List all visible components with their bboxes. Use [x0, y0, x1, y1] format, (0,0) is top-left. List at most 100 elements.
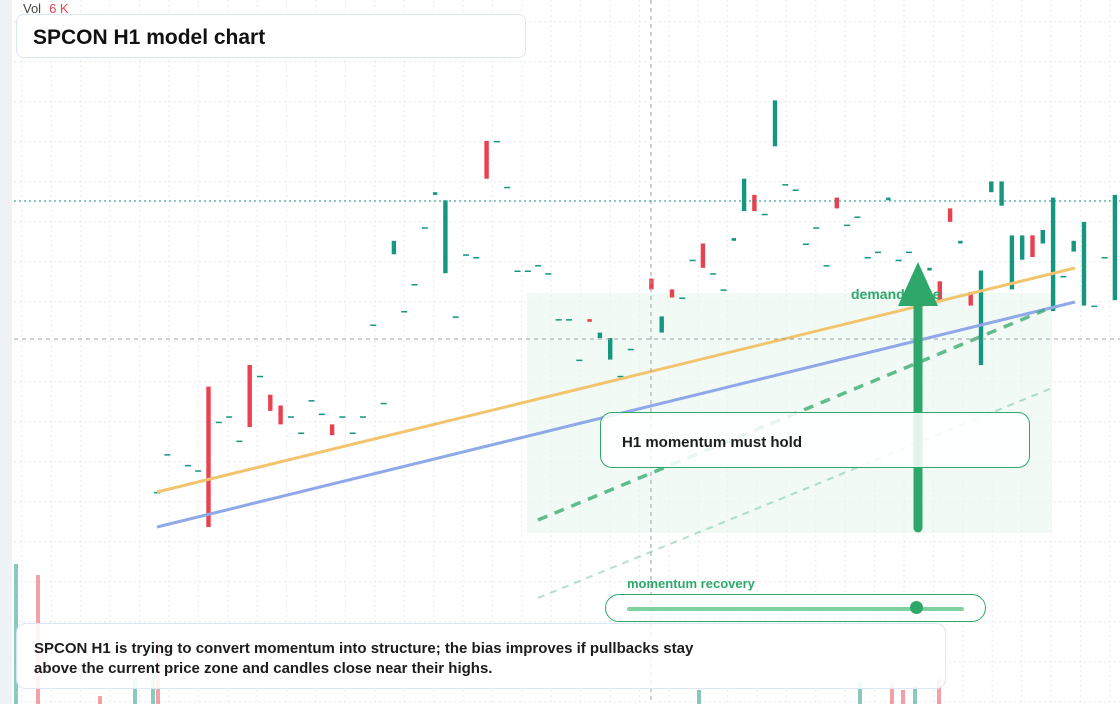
candle: [731, 238, 736, 241]
candle: [617, 375, 624, 378]
candle: [154, 491, 160, 494]
candle: [535, 265, 542, 267]
slider-track: [627, 607, 964, 611]
volume-bar: [858, 682, 862, 704]
momentum-slider[interactable]: [605, 594, 986, 622]
candle: [813, 227, 820, 229]
candle: [679, 297, 686, 299]
candle: [1009, 235, 1015, 290]
volume-value: 6 K: [49, 1, 69, 16]
volume-bar: [98, 696, 102, 704]
candle: [627, 348, 634, 351]
candle: [318, 413, 325, 416]
candle: [184, 464, 191, 467]
candle: [247, 365, 252, 428]
candle: [782, 184, 789, 186]
candle: [432, 192, 438, 195]
candle: [329, 424, 335, 436]
summary-card: SPCON H1 is trying to convert momentum i…: [16, 623, 946, 689]
candle: [391, 240, 397, 255]
candle: [669, 289, 675, 298]
candle: [823, 265, 830, 267]
volume-bar: [937, 679, 941, 704]
candle: [659, 316, 664, 333]
candle: [206, 386, 211, 527]
candle: [802, 243, 809, 245]
candle: [1101, 257, 1108, 259]
candle: [864, 257, 871, 259]
momentum-note: H1 momentum must hold: [600, 412, 1030, 468]
candle: [504, 186, 511, 189]
candle: [752, 194, 757, 212]
volume-bar: [133, 678, 137, 704]
candle: [473, 257, 480, 259]
left-axis-strip: [0, 0, 12, 704]
candle: [339, 416, 346, 418]
candle: [236, 440, 243, 443]
candle: [587, 319, 592, 322]
demand-zone-label: demand zone: [851, 286, 941, 302]
candle: [978, 270, 984, 365]
candle: [1071, 240, 1076, 252]
volume-bar: [901, 690, 905, 704]
candle: [761, 213, 768, 216]
volume-bar: [697, 690, 701, 704]
candle: [700, 243, 706, 268]
candle: [741, 178, 747, 212]
candle: [1040, 230, 1045, 244]
candle: [308, 400, 315, 402]
candle: [1030, 235, 1035, 257]
candle: [958, 240, 963, 244]
candle: [854, 216, 861, 218]
candle: [443, 200, 448, 274]
faint-dashed-trendline: [537, 387, 1053, 599]
candle: [401, 311, 408, 313]
candle: [278, 405, 283, 425]
volume-readout: Vol 6 K: [23, 1, 69, 16]
candle: [514, 270, 521, 272]
candle: [792, 189, 799, 191]
title-card: SPCON H1 model chart: [16, 14, 526, 58]
candle: [1091, 305, 1098, 308]
candle: [999, 181, 1004, 206]
slider-thumb[interactable]: [910, 601, 924, 614]
volume-bar: [890, 683, 894, 704]
candle: [215, 421, 222, 424]
candle: [895, 259, 902, 262]
candle: [772, 100, 778, 147]
momentum-note-text: H1 momentum must hold: [622, 434, 803, 451]
candle: [349, 432, 356, 434]
candles: [154, 100, 1118, 527]
candle: [947, 208, 953, 222]
candle: [370, 324, 377, 326]
candle: [875, 251, 881, 254]
candle: [689, 259, 696, 262]
candle: [421, 227, 428, 229]
candle: [545, 273, 552, 275]
candle: [555, 319, 562, 321]
candle: [927, 267, 932, 271]
arrow-head: [898, 262, 938, 306]
candle: [886, 197, 891, 201]
chart-title: SPCON H1 model chart: [33, 26, 266, 49]
candle: [452, 316, 459, 318]
candle: [360, 416, 366, 418]
candle: [257, 375, 263, 378]
candle: [287, 416, 294, 418]
candle: [463, 254, 469, 256]
candle: [905, 251, 912, 254]
candle: [720, 289, 727, 291]
candle: [164, 454, 171, 456]
candle: [834, 197, 839, 209]
candle: [597, 332, 603, 338]
candle: [268, 394, 273, 411]
momentum-slider-label: momentum recovery: [627, 576, 755, 591]
summary-text: SPCON H1 is trying to convert momentum i…: [34, 640, 694, 677]
candle: [989, 181, 994, 193]
candle: [844, 224, 851, 227]
candle: [493, 140, 500, 143]
candle: [968, 292, 973, 306]
candle: [1050, 197, 1056, 311]
candle: [298, 432, 305, 434]
